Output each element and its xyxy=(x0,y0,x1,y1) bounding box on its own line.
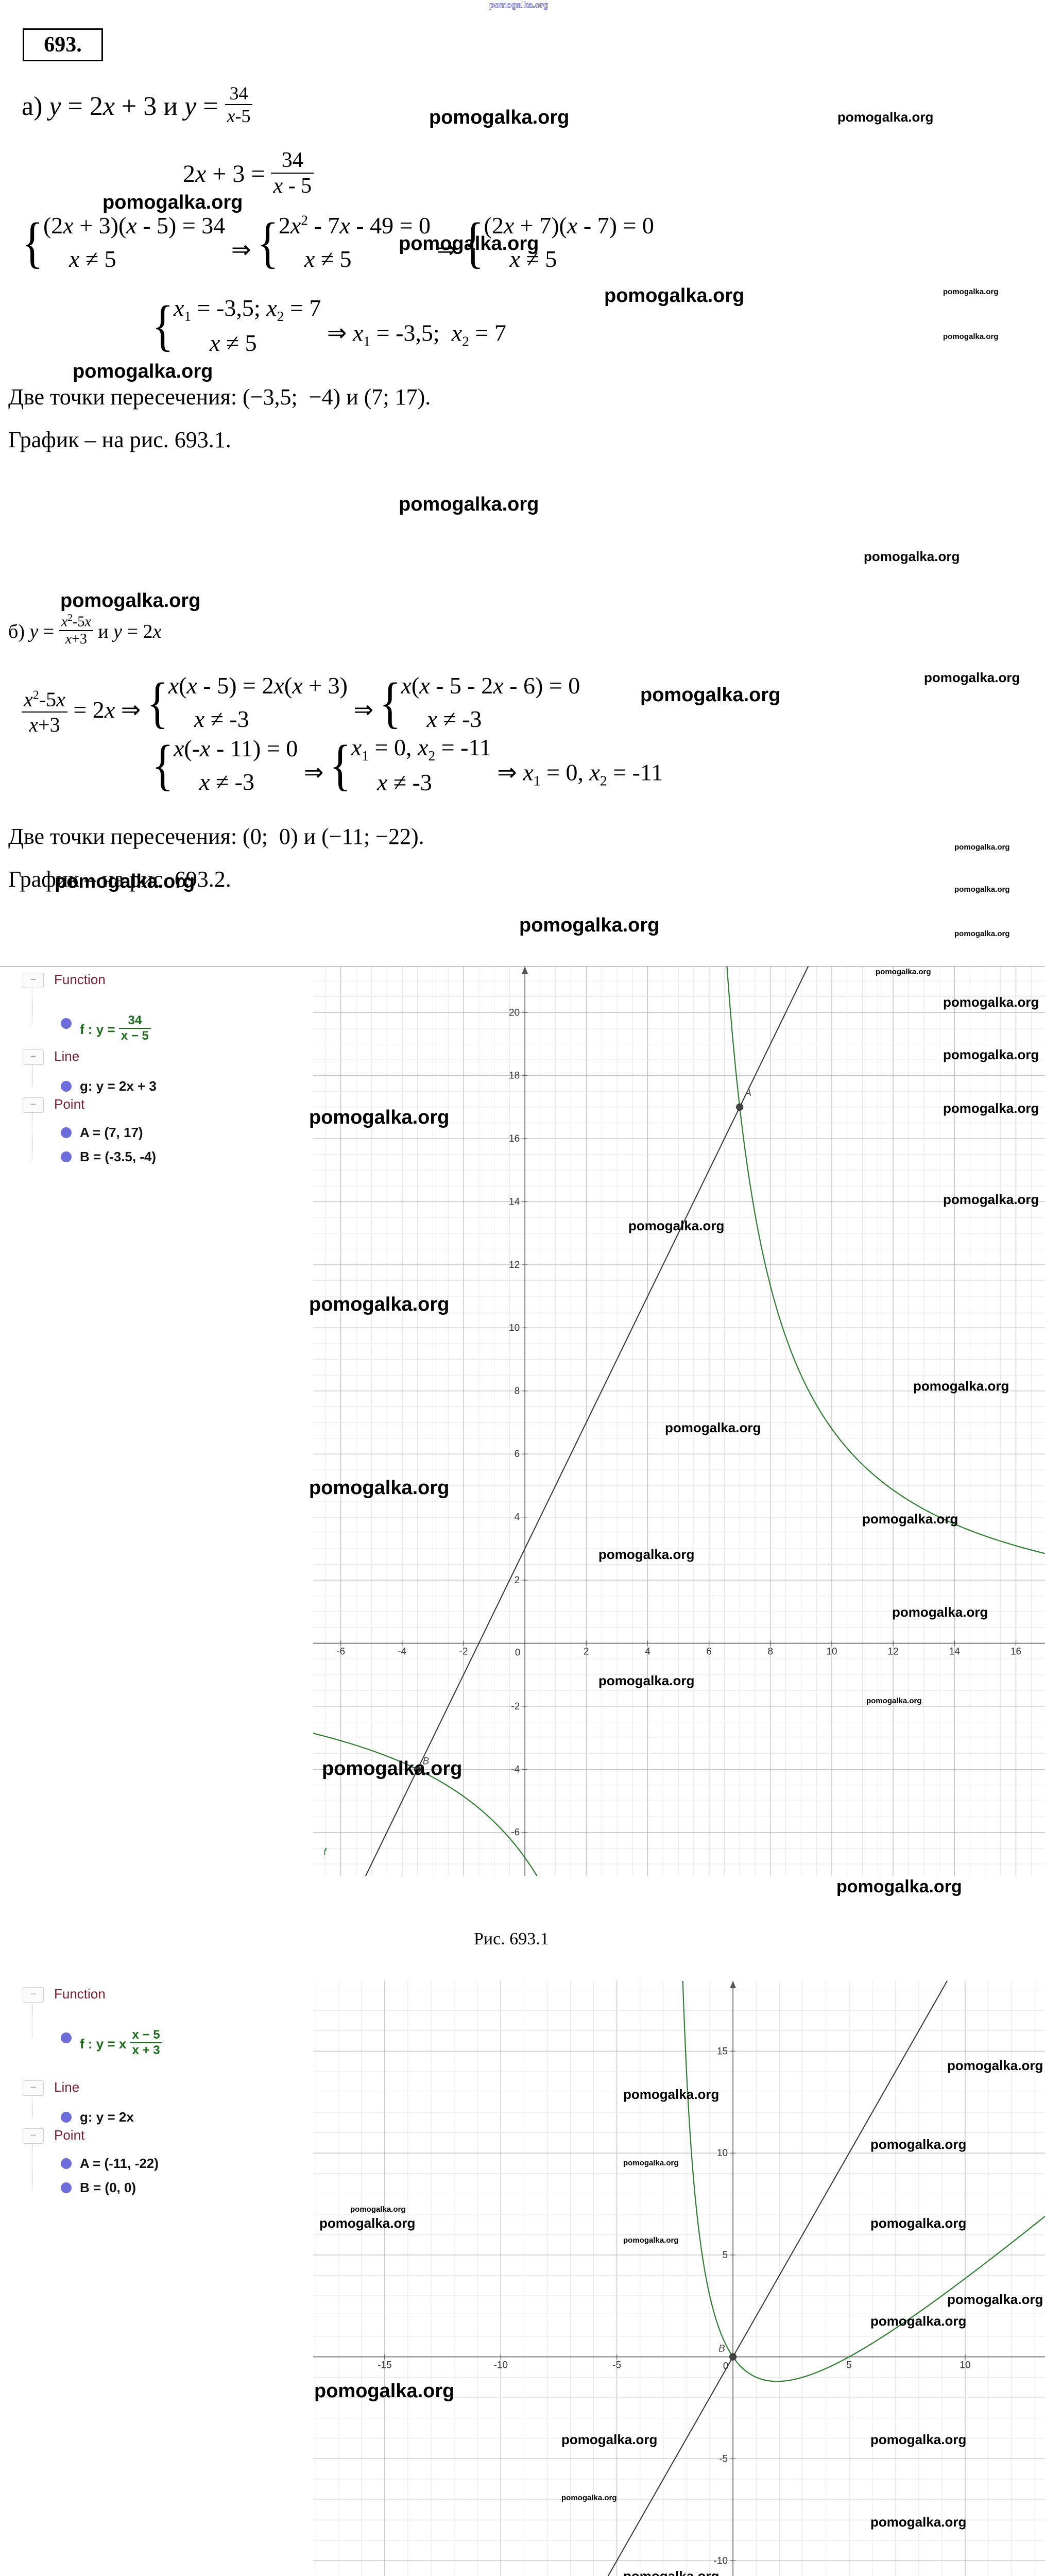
svg-text:-10: -10 xyxy=(494,2360,508,2371)
svg-text:-15: -15 xyxy=(378,2360,391,2371)
svg-text:12: 12 xyxy=(509,1260,520,1270)
svg-text:4: 4 xyxy=(645,1646,650,1657)
svg-text:10: 10 xyxy=(717,2148,728,2159)
svg-text:5: 5 xyxy=(723,2250,728,2261)
svg-text:A: A xyxy=(744,1088,751,1098)
svg-text:-4: -4 xyxy=(398,1646,406,1657)
svg-text:B: B xyxy=(423,1756,430,1767)
svg-text:15: 15 xyxy=(717,2046,728,2057)
svg-text:18: 18 xyxy=(509,1071,520,1081)
svg-text:-4: -4 xyxy=(511,1764,520,1775)
svg-text:12: 12 xyxy=(888,1646,899,1657)
svg-text:14: 14 xyxy=(949,1646,961,1657)
svg-text:10: 10 xyxy=(960,2360,970,2371)
svg-text:-2: -2 xyxy=(459,1646,468,1657)
svg-text:14: 14 xyxy=(509,1197,520,1208)
svg-text:-5: -5 xyxy=(719,2453,728,2464)
svg-text:10: 10 xyxy=(826,1646,837,1657)
svg-text:2: 2 xyxy=(515,1575,520,1586)
svg-text:2: 2 xyxy=(584,1646,589,1657)
svg-text:5: 5 xyxy=(846,2360,852,2371)
svg-text:-6: -6 xyxy=(336,1646,345,1657)
svg-text:16: 16 xyxy=(509,1133,520,1144)
svg-text:10: 10 xyxy=(509,1323,520,1333)
svg-text:-10: -10 xyxy=(714,2555,728,2566)
svg-text:B: B xyxy=(718,2344,725,2354)
svg-text:20: 20 xyxy=(509,1007,520,1018)
svg-text:4: 4 xyxy=(515,1512,520,1523)
svg-text:-6: -6 xyxy=(511,1827,520,1838)
svg-text:-2: -2 xyxy=(511,1701,520,1712)
svg-text:6: 6 xyxy=(706,1646,712,1657)
svg-text:8: 8 xyxy=(768,1646,774,1657)
svg-text:0: 0 xyxy=(515,1647,521,1658)
svg-text:8: 8 xyxy=(515,1386,520,1397)
svg-text:16: 16 xyxy=(1010,1646,1021,1657)
svg-text:6: 6 xyxy=(515,1449,520,1460)
svg-text:-5: -5 xyxy=(612,2360,621,2371)
